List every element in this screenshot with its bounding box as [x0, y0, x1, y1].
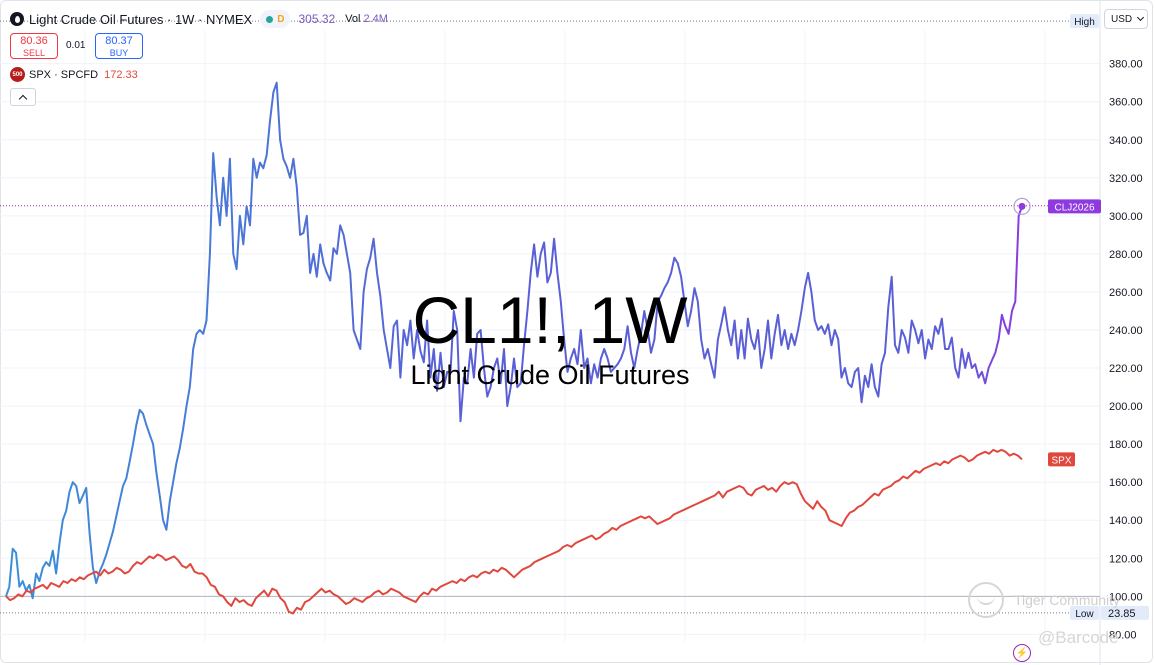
sell-button[interactable]: 80.36 SELL — [10, 33, 58, 59]
high-tag-label: High — [1074, 17, 1095, 28]
y-axis-tick-label: 180.00 — [1109, 439, 1143, 451]
volume-label: Vol — [345, 13, 361, 25]
y-axis-tick-label: 200.00 — [1109, 401, 1143, 413]
low-tag-bg — [1070, 605, 1099, 620]
chevron-down-icon — [1137, 13, 1145, 22]
currency-value: USD — [1111, 13, 1133, 25]
y-axis-tick-label: 100.00 — [1109, 591, 1143, 603]
high-tag-bg — [1070, 14, 1099, 29]
compare-value: 172.33 — [104, 68, 138, 81]
volume-value: 2.4M — [363, 13, 388, 25]
y-axis-tick-label: 360.00 — [1109, 97, 1143, 109]
delayed-data-label: D — [277, 13, 285, 25]
low-tag-label: Low — [1075, 609, 1094, 620]
y-axis-tick-label: 140.00 — [1109, 515, 1143, 527]
sell-label: SELL — [22, 48, 46, 58]
y-axis-tick-label: 120.00 — [1109, 553, 1143, 565]
low-value-bg — [1101, 605, 1149, 620]
last-point-halo — [1013, 197, 1031, 215]
spx-series-line — [5, 448, 1023, 615]
series-end-label: SPX — [1051, 455, 1071, 466]
market-status-pill[interactable]: D — [260, 10, 291, 28]
last-point-dot — [1018, 202, 1026, 210]
sell-price: 80.36 — [20, 35, 48, 47]
lightning-icon[interactable]: ⚡ — [1013, 644, 1031, 662]
y-axis-tick-label: 380.00 — [1109, 59, 1143, 71]
series-end-label-bg — [1048, 452, 1075, 467]
currency-select[interactable]: USD — [1104, 9, 1148, 29]
low-value-label: 23.85 — [1108, 608, 1136, 620]
y-axis-tick-label: 260.00 — [1109, 287, 1143, 299]
collapse-legend-button[interactable] — [10, 88, 36, 106]
y-axis-tick-label: 80.00 — [1109, 629, 1137, 641]
last-value: 305.32 — [298, 12, 336, 26]
spread-value: 0.01 — [66, 40, 86, 51]
chevron-up-icon — [18, 94, 28, 103]
y-axis-tick-label: 240.00 — [1109, 325, 1143, 337]
buy-label: BUY — [109, 48, 129, 58]
y-axis-tick-label: 300.00 — [1109, 211, 1143, 223]
series-end-label: CLJ2026 — [1054, 202, 1094, 213]
y-axis-tick-label: 160.00 — [1109, 477, 1143, 489]
y-axis-tick-label: 320.00 — [1109, 173, 1143, 185]
y-axis-tick-label: 280.00 — [1109, 249, 1143, 261]
symbol-title[interactable]: Light Crude Oil Futures · 1W · NYMEX — [29, 11, 253, 27]
y-axis-tick-label: 220.00 — [1109, 363, 1143, 375]
buy-price: 80.37 — [105, 35, 133, 47]
crude-oil-drop-icon — [10, 12, 24, 26]
buy-button[interactable]: 80.37 BUY — [95, 33, 143, 59]
series-end-label-bg — [1048, 199, 1101, 214]
chart-header: Light Crude Oil Futures · 1W · NYMEX D 3… — [10, 9, 388, 29]
y-axis-tick-label: 340.00 — [1109, 135, 1143, 147]
market-open-dot-icon — [266, 15, 274, 23]
crude-oil-series-line — [5, 81, 1023, 600]
compare-symbol: SPX · SPCFD — [29, 68, 99, 81]
compare-legend[interactable]: 500 SPX · SPCFD 172.33 — [10, 67, 138, 82]
spx-500-badge-icon: 500 — [10, 67, 25, 82]
